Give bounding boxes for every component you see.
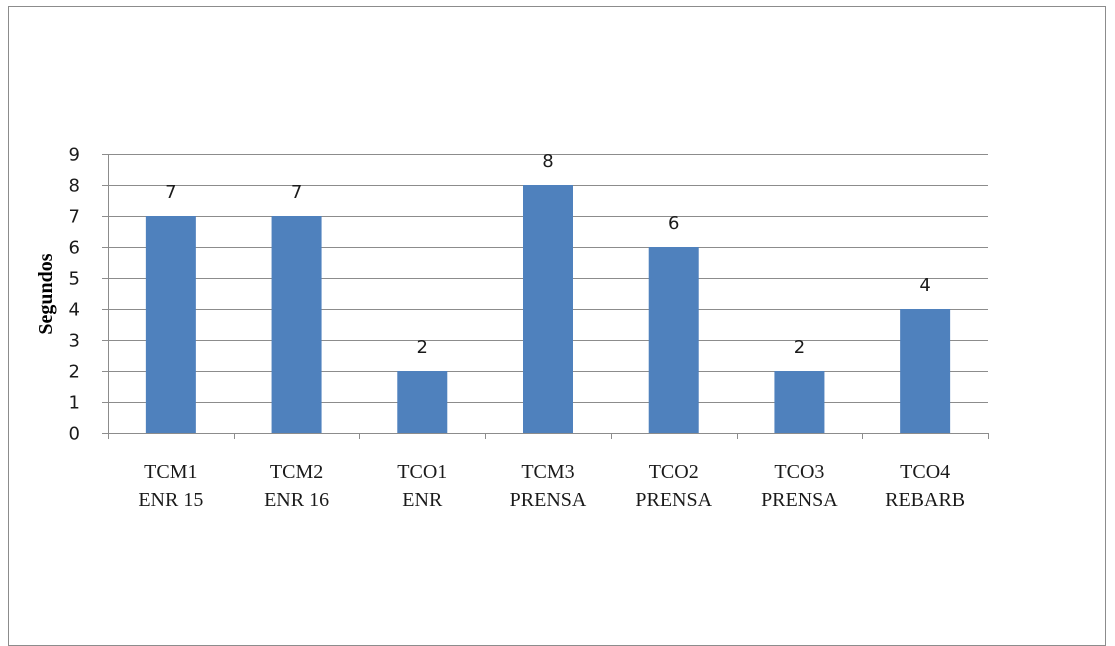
labels: 0 1 2 3 4 5 6 7 8 9 7 TCM1 ENR 15 7 TCM2 ENR 16 2 TCO1 ENR… [69,145,966,512]
data-label: 2 [794,337,805,358]
bar [145,216,196,433]
bar [271,216,322,433]
y-tick-label: 0 [69,424,80,445]
axes [102,154,989,439]
x-category-label: TCO3 PRENSA [761,461,838,511]
bar [397,371,448,433]
bar [648,247,699,433]
y-tick-label: 9 [69,145,80,166]
data-label: 6 [668,213,679,234]
y-tick-label: 4 [69,300,80,321]
bar [523,185,573,433]
x-category-label: TCM1 ENR 15 [138,461,203,511]
data-label: 7 [291,182,302,203]
bars [145,185,951,433]
y-tick-label: 2 [69,362,80,383]
data-label: 4 [919,275,930,296]
data-label: 2 [417,337,428,358]
data-label: 8 [542,151,553,172]
x-category-label: TCM2 ENR 16 [264,461,329,511]
y-tick-label: 1 [69,393,80,414]
x-category-label: TCM3 PRENSA [510,461,587,511]
y-tick-label: 5 [69,269,80,290]
y-tick-label: 6 [69,238,80,259]
x-category-label: TCO4 REBARB [885,461,965,511]
y-tick-label: 7 [69,207,80,228]
bar [774,371,825,433]
y-axis-title: Segundos [35,253,57,334]
y-tick-label: 8 [69,176,80,197]
x-category-label: TCO2 PRENSA [635,461,712,511]
x-category-label: TCO1 ENR [397,461,447,511]
y-tick-label: 3 [69,331,80,352]
bar [900,309,951,433]
bar-chart: 0 1 2 3 4 5 6 7 8 9 7 TCM1 ENR 15 7 TCM2 ENR 16 2 TCO1 ENR… [35,145,989,512]
data-label: 7 [165,182,176,203]
